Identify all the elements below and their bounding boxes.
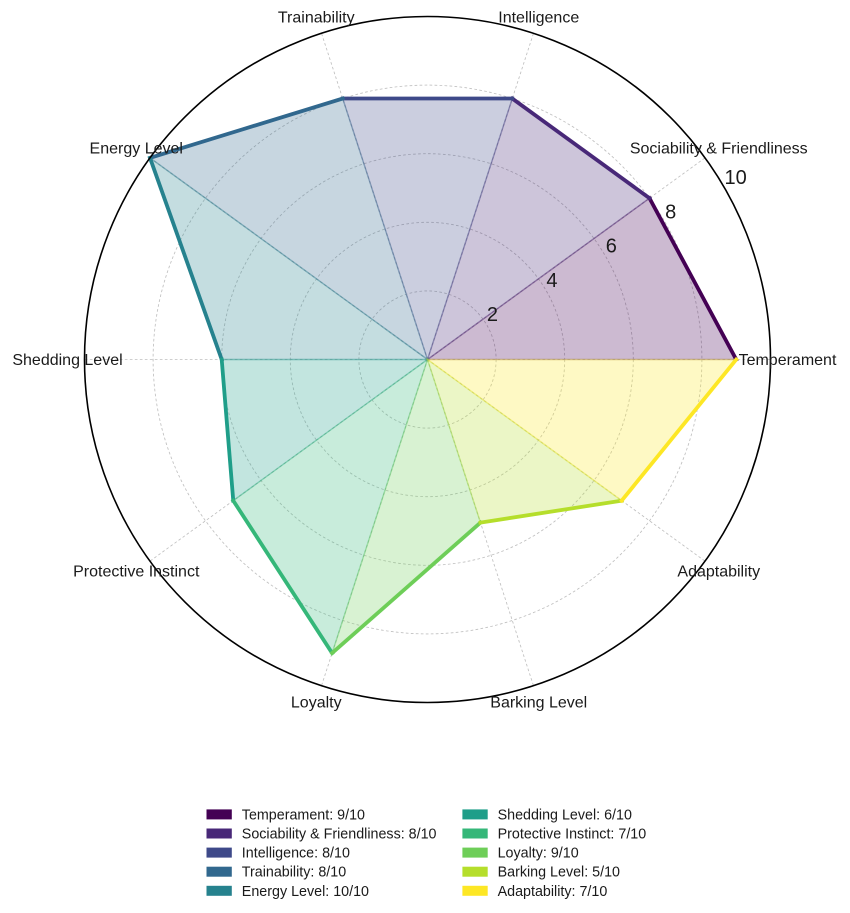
svg-text:10: 10 xyxy=(725,167,747,189)
svg-text:8: 8 xyxy=(665,201,676,223)
svg-text:Sociability & Friendliness: Sociability & Friendliness xyxy=(630,141,808,158)
svg-text:Temperament: 9/10: Temperament: 9/10 xyxy=(242,807,365,823)
svg-text:Trainability: 8/10: Trainability: 8/10 xyxy=(242,865,346,881)
svg-text:Protective Instinct: 7/10: Protective Instinct: 7/10 xyxy=(498,827,647,843)
svg-text:Energy Level: 10/10: Energy Level: 10/10 xyxy=(242,884,369,900)
svg-text:Loyalty: Loyalty xyxy=(291,694,342,711)
svg-text:Barking Level: Barking Level xyxy=(490,694,587,711)
svg-text:2: 2 xyxy=(487,304,498,326)
svg-text:Intelligence: Intelligence xyxy=(498,10,579,27)
svg-text:Adaptability: 7/10: Adaptability: 7/10 xyxy=(498,884,608,900)
svg-text:Shedding Level: 6/10: Shedding Level: 6/10 xyxy=(498,807,632,823)
svg-text:Loyalty: 9/10: Loyalty: 9/10 xyxy=(498,846,579,862)
svg-text:Temperament: Temperament xyxy=(739,352,837,369)
svg-text:6: 6 xyxy=(606,236,617,258)
svg-text:Intelligence: 8/10: Intelligence: 8/10 xyxy=(242,846,350,862)
svg-text:Trainability: Trainability xyxy=(278,10,355,27)
svg-text:Adaptability: Adaptability xyxy=(677,564,760,581)
svg-text:Barking Level: 5/10: Barking Level: 5/10 xyxy=(498,865,620,881)
svg-text:Protective Instinct: Protective Instinct xyxy=(73,564,200,581)
svg-text:Energy Level: Energy Level xyxy=(90,141,183,158)
svg-text:4: 4 xyxy=(546,270,557,292)
svg-text:Sociability & Friendliness: 8/: Sociability & Friendliness: 8/10 xyxy=(242,827,437,843)
svg-text:Shedding Level: Shedding Level xyxy=(12,352,122,369)
